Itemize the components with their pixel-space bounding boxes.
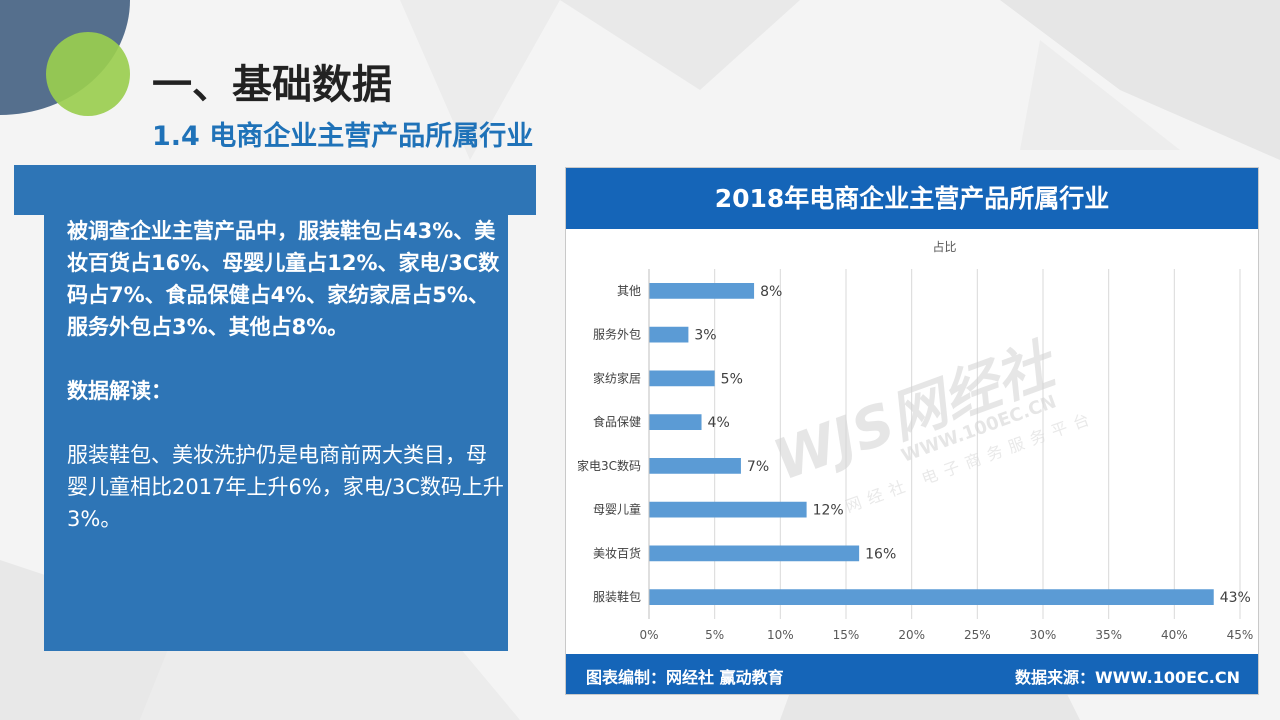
footer-source: 数据来源：WWW.100EC.CN (1014, 668, 1240, 687)
x-tick-label: 10% (767, 628, 794, 642)
bar-chart: 占比 0% 5% 10% 15% 20% 25% 30% 35% 40% 45% 其他 8% 服务外包 3%… (577, 239, 1254, 642)
category-label: 服装鞋包 (593, 589, 641, 604)
x-tick-label: 5% (705, 628, 724, 642)
bar (649, 545, 860, 562)
chart-title: 占比 (932, 239, 956, 254)
x-tick-label: 35% (1095, 628, 1122, 642)
data-label: 3% (694, 328, 716, 344)
bar (649, 370, 715, 387)
data-label: 43% (1220, 590, 1251, 606)
summary-textbox: 被调查企业主营产品中，服装鞋包占43%、美妆百货占16%、母婴儿童占12%、家电… (14, 165, 536, 651)
textbox-shape (14, 165, 536, 651)
page-subtitle: 1.4 电商企业主营产品所属行业 (152, 121, 534, 152)
chart-footer: 图表编制：网经社 赢动教育 数据来源：WWW.100EC.CN (566, 654, 1258, 694)
bar (649, 501, 807, 518)
x-tick-label: 30% (1030, 628, 1057, 642)
footer-credit: 图表编制：网经社 赢动教育 (586, 668, 784, 687)
category-label: 服务外包 (593, 327, 641, 342)
category-label: 食品保健 (593, 414, 641, 429)
bar (649, 283, 755, 299)
category-label: 家纺家居 (593, 370, 641, 385)
x-tick-label: 20% (898, 628, 925, 642)
category-label: 母婴儿童 (593, 502, 641, 517)
category-label: 其他 (617, 284, 641, 298)
chart-panel: 2018年电商企业主营产品所属行业 占比 0% 5% 10% 15% 20% 25% 30% 3… (565, 167, 1259, 695)
data-label: 5% (721, 371, 743, 387)
data-label: 16% (865, 546, 896, 562)
bar (649, 589, 1214, 605)
data-label: 7% (747, 459, 769, 475)
x-tick-label: 45% (1227, 628, 1254, 642)
bar (649, 414, 702, 430)
analysis-text: 服装鞋包、美妆洗护仍是电商前两大类目，母婴儿童相比2017年上升6%，家电/3C… (67, 443, 504, 531)
data-label: 12% (813, 503, 844, 519)
bar (649, 458, 741, 474)
category-label: 美妆百货 (593, 545, 641, 560)
green-circle-decoration (46, 32, 130, 116)
analysis-heading: 数据解读： (67, 379, 172, 403)
x-tick-label: 15% (833, 628, 860, 642)
data-label: 4% (708, 415, 730, 431)
bar (649, 326, 689, 343)
x-tick-label: 0% (639, 628, 658, 642)
page-title: 一、基础数据 (152, 62, 392, 108)
summary-text: 被调查企业主营产品中，服装鞋包占43%、美妆百货占16%、母婴儿童占12%、家电… (67, 219, 500, 339)
x-tick-label: 25% (964, 628, 991, 642)
chart-header-title: 2018年电商企业主营产品所属行业 (566, 168, 1258, 229)
data-label: 8% (760, 284, 782, 300)
x-tick-label: 40% (1161, 628, 1188, 642)
category-label: 家电3C数码 (577, 458, 641, 473)
